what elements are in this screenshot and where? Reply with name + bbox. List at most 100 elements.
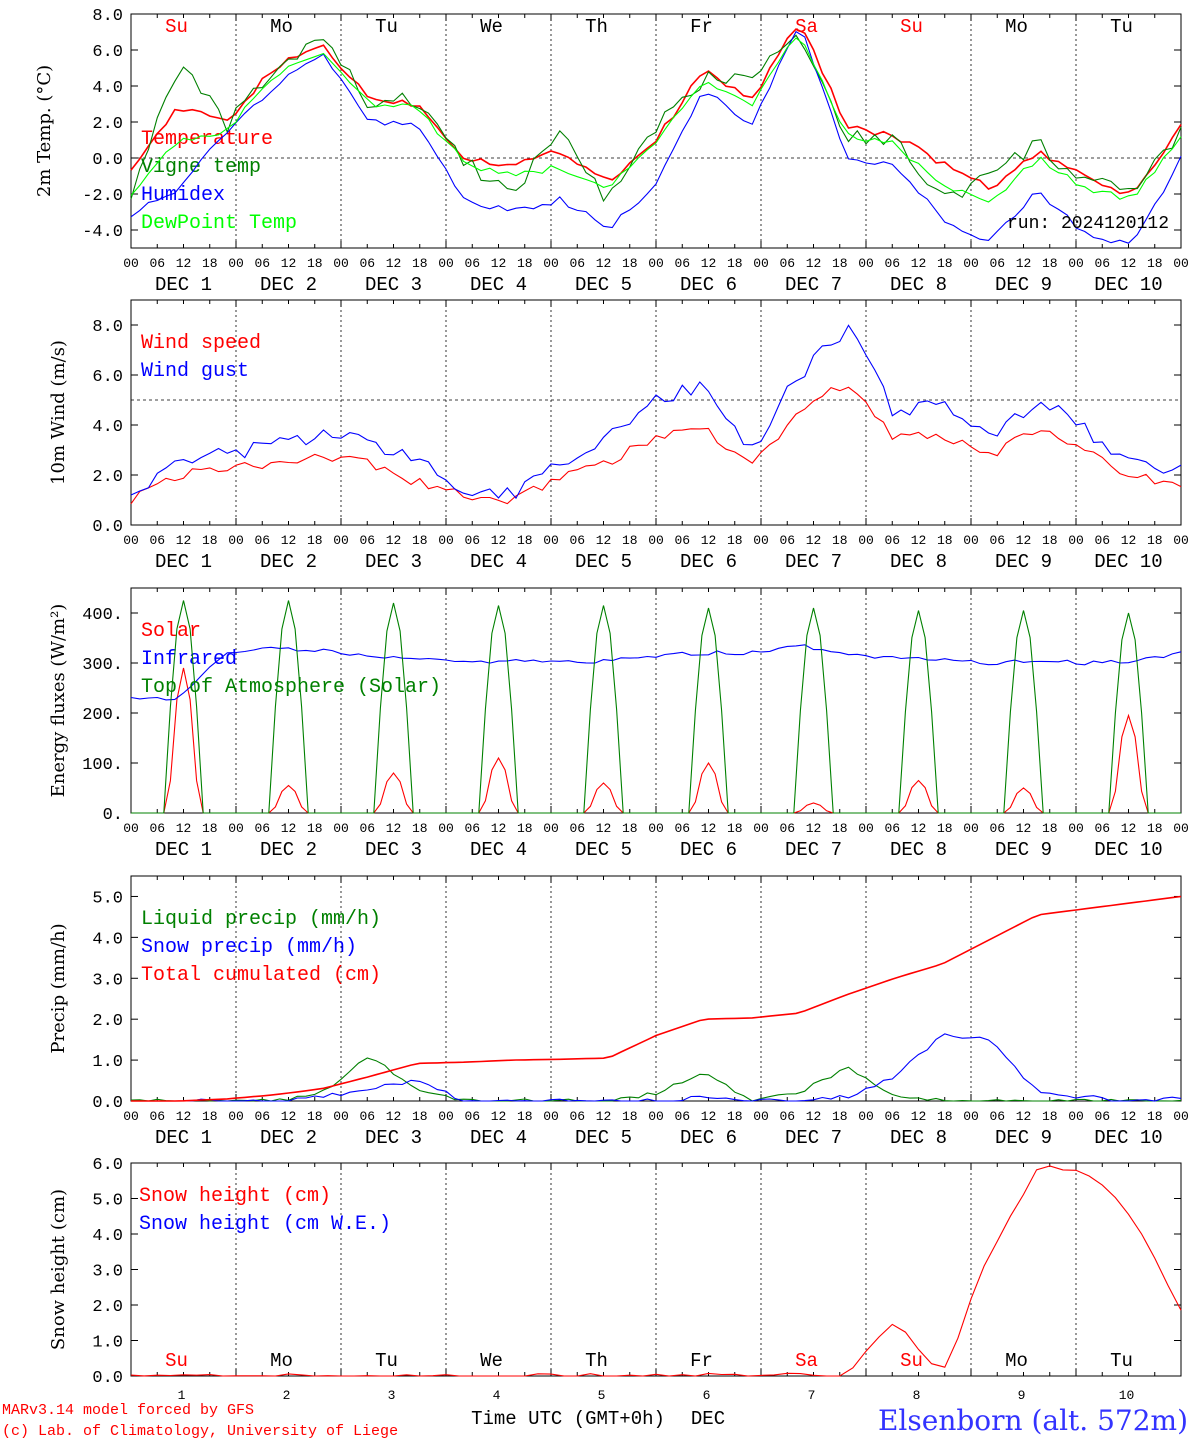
bottom-day-number: 2 bbox=[283, 1388, 291, 1403]
x-hour-label: 00 bbox=[438, 533, 454, 548]
y-axis-label: Snow height (cm) bbox=[48, 1189, 69, 1350]
x-hour-label: 12 bbox=[281, 821, 297, 836]
weekday-label: We bbox=[480, 16, 503, 38]
bottom-day-number: 6 bbox=[703, 1388, 711, 1403]
x-hour-label: 00 bbox=[648, 533, 664, 548]
x-day-label: DEC 6 bbox=[680, 274, 737, 296]
x-hour-label: 00 bbox=[1068, 533, 1084, 548]
x-hour-label: 06 bbox=[989, 533, 1005, 548]
x-hour-label: 06 bbox=[149, 533, 165, 548]
legend-entry: Liquid precip (mm/h) bbox=[141, 908, 381, 931]
legend-entry: Top of Atmosphere (Solar) bbox=[141, 676, 441, 699]
lab-credit: (c) Lab. of Climatology, University of L… bbox=[2, 1423, 398, 1440]
x-day-label: DEC 5 bbox=[575, 839, 632, 861]
x-hour-label: 18 bbox=[727, 821, 743, 836]
y-tick-label: 6.0 bbox=[92, 43, 123, 62]
legend-entry: Snow height (cm W.E.) bbox=[139, 1213, 391, 1236]
x-hour-label: 12 bbox=[281, 533, 297, 548]
x-day-label: DEC 5 bbox=[575, 551, 632, 573]
x-day-label: DEC 7 bbox=[785, 274, 842, 296]
weekday-label: Tu bbox=[375, 16, 398, 38]
x-hour-label: 12 bbox=[701, 533, 717, 548]
weekday-label: Fr bbox=[690, 1350, 713, 1372]
x-hour-label: 18 bbox=[1147, 256, 1163, 271]
x-hour-label: 18 bbox=[622, 256, 638, 271]
x-day-label: DEC 5 bbox=[575, 274, 632, 296]
x-day-label: DEC 8 bbox=[890, 839, 947, 861]
x-hour-label: 18 bbox=[937, 1109, 953, 1124]
x-hour-label: 06 bbox=[254, 821, 270, 836]
y-tick-label: 0.0 bbox=[92, 518, 123, 537]
x-hour-label: 06 bbox=[989, 256, 1005, 271]
x-hour-label: 12 bbox=[806, 1109, 822, 1124]
x-hour-label: 00 bbox=[1068, 256, 1084, 271]
x-hour-label: 12 bbox=[176, 256, 192, 271]
y-tick-label: 4.0 bbox=[92, 1227, 123, 1246]
weekday-label: Fr bbox=[690, 16, 713, 38]
bottom-day-number: 9 bbox=[1018, 1388, 1026, 1403]
y-tick-label: 4.0 bbox=[92, 930, 123, 949]
x-hour-label: 18 bbox=[1042, 821, 1058, 836]
x-hour-label: 12 bbox=[1016, 533, 1032, 548]
x-hour-label: 18 bbox=[622, 533, 638, 548]
x-hour-label: 06 bbox=[674, 256, 690, 271]
series-line-infrared bbox=[130, 644, 1182, 701]
legend-entry: DewPoint Temp bbox=[141, 212, 297, 235]
model-credit: MARv3.14 model forced by GFS bbox=[2, 1402, 254, 1419]
weekday-label: We bbox=[480, 1350, 503, 1372]
x-hour-label: 18 bbox=[202, 1109, 218, 1124]
weekday-label: Mo bbox=[1005, 16, 1028, 38]
x-hour-label: 12 bbox=[491, 1109, 507, 1124]
run-label: run: 2024120112 bbox=[1007, 214, 1169, 234]
bottom-day-number: 3 bbox=[388, 1388, 396, 1403]
weekday-label: Th bbox=[585, 1350, 608, 1372]
x-hour-label: 06 bbox=[569, 256, 585, 271]
x-hour-label: 12 bbox=[1121, 1109, 1137, 1124]
x-hour-label: 12 bbox=[806, 256, 822, 271]
x-hour-label: 06 bbox=[569, 1109, 585, 1124]
x-hour-label: 18 bbox=[307, 821, 323, 836]
x-day-label: DEC 2 bbox=[260, 551, 317, 573]
x-hour-label: 12 bbox=[1016, 1109, 1032, 1124]
x-hour-label: 00 bbox=[1173, 533, 1189, 548]
x-hour-label: 00 bbox=[858, 256, 874, 271]
y-tick-label: -2.0 bbox=[82, 187, 123, 206]
x-hour-label: 18 bbox=[517, 533, 533, 548]
x-hour-label: 12 bbox=[491, 256, 507, 271]
x-day-label: DEC 9 bbox=[995, 1127, 1052, 1149]
x-day-label: DEC 7 bbox=[785, 839, 842, 861]
y-tick-label: 1.0 bbox=[92, 1053, 123, 1072]
x-hour-label: 06 bbox=[674, 533, 690, 548]
x-hour-label: 00 bbox=[333, 533, 349, 548]
x-hour-label: 06 bbox=[884, 1109, 900, 1124]
x-day-label: DEC 2 bbox=[260, 274, 317, 296]
x-day-label: DEC 3 bbox=[365, 839, 422, 861]
weekday-label: Su bbox=[165, 16, 188, 38]
y-axis-label: 10m Wind (m/s) bbox=[48, 340, 69, 485]
x-hour-label: 12 bbox=[596, 533, 612, 548]
x-hour-label: 12 bbox=[701, 1109, 717, 1124]
x-hour-label: 18 bbox=[832, 533, 848, 548]
x-hour-label: 06 bbox=[884, 533, 900, 548]
x-hour-label: 12 bbox=[806, 821, 822, 836]
x-hour-label: 12 bbox=[596, 821, 612, 836]
x-day-label: DEC 8 bbox=[890, 551, 947, 573]
weekday-label: Tu bbox=[1110, 1350, 1133, 1372]
x-hour-label: 12 bbox=[911, 256, 927, 271]
station-label: Elsenborn (alt. 572m) bbox=[878, 1404, 1188, 1437]
bottom-day-number: 4 bbox=[493, 1388, 501, 1403]
legend-entry: Wind gust bbox=[141, 360, 249, 383]
x-hour-label: 06 bbox=[149, 1109, 165, 1124]
x-hour-label: 00 bbox=[438, 256, 454, 271]
x-hour-label: 18 bbox=[517, 821, 533, 836]
x-hour-label: 06 bbox=[1094, 1109, 1110, 1124]
weekday-label: Mo bbox=[270, 1350, 293, 1372]
weekday-label: Su bbox=[900, 1350, 923, 1372]
y-tick-label: 2.0 bbox=[92, 1298, 123, 1317]
x-day-label: DEC 10 bbox=[1094, 839, 1162, 861]
x-hour-label: 18 bbox=[832, 1109, 848, 1124]
series-line-snow-precip-mm-h- bbox=[131, 1033, 1182, 1102]
x-hour-label: 00 bbox=[858, 533, 874, 548]
x-day-label: DEC 3 bbox=[365, 551, 422, 573]
x-hour-label: 06 bbox=[569, 821, 585, 836]
